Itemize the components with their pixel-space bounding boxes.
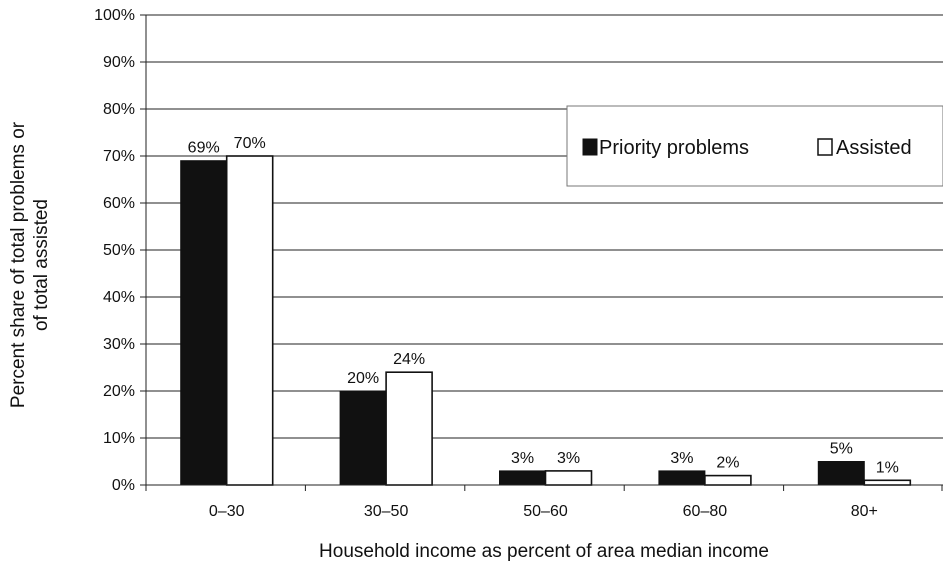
legend-label-priority-problems: Priority problems: [599, 137, 749, 159]
data-label-assisted-1: 24%: [393, 351, 425, 368]
data-label-priority-problems-1: 20%: [347, 370, 379, 387]
y-tick-label-70: 70%: [103, 148, 135, 165]
bar-priority-problems-3: [658, 470, 706, 486]
bar-priority-problems-1: [339, 390, 387, 486]
legend-swatch-priority-problems: [582, 138, 598, 156]
x-tick-label-4: 80+: [851, 503, 878, 520]
bar-priority-problems-2: [499, 470, 546, 486]
x-axis-title: Household income as percent of area medi…: [319, 541, 769, 562]
y-axis-title-line-1: Percent share of total problems or: [8, 121, 29, 408]
data-label-assisted-3: 2%: [716, 455, 739, 472]
bar-priority-problems-4: [817, 461, 865, 486]
y-tick-label-40: 40%: [103, 289, 135, 306]
bar-assisted-4: [863, 479, 912, 486]
y-axis-title-line-2: of total assisted: [31, 199, 52, 331]
x-tick-label-2: 50–60: [523, 503, 568, 520]
data-label-assisted-4: 1%: [876, 459, 899, 476]
y-tick-label-90: 90%: [103, 54, 135, 71]
data-label-priority-problems-2: 3%: [511, 450, 534, 467]
y-tick-label-0: 0%: [112, 477, 135, 494]
y-tick-label-80: 80%: [103, 101, 135, 118]
y-axis-title: Percent share of total problems or of to…: [8, 121, 52, 408]
legend-swatch-assisted: [817, 138, 833, 156]
legend-box: [566, 105, 943, 187]
x-tick-label-1: 30–50: [364, 503, 409, 520]
bar-assisted-1: [385, 371, 433, 486]
y-tick-label-60: 60%: [103, 195, 135, 212]
legend: Priority problems Assisted: [566, 105, 943, 187]
y-tick-label-20: 20%: [103, 383, 135, 400]
y-tick-label-30: 30%: [103, 336, 135, 353]
y-tick-label-50: 50%: [103, 242, 135, 259]
bar-assisted-2: [544, 470, 593, 486]
data-label-priority-problems-0: 69%: [188, 140, 220, 157]
gridlines: [146, 14, 943, 439]
data-labels: 69% 70% 20% 24% 3% 3% 3% 2% 5% 1%: [188, 135, 899, 476]
data-label-assisted-2: 3%: [557, 450, 580, 467]
y-tick-label-10: 10%: [103, 430, 135, 447]
bar-priority-problems-0: [180, 160, 228, 486]
bar-assisted-3: [704, 474, 752, 486]
data-label-assisted-0: 70%: [234, 135, 266, 152]
bars: [180, 155, 912, 486]
data-label-priority-problems-3: 3%: [670, 450, 693, 467]
legend-label-assisted: Assisted: [836, 137, 912, 159]
bar-assisted-0: [225, 155, 274, 486]
x-tick-label-3: 60–80: [683, 503, 728, 520]
data-label-priority-problems-4: 5%: [830, 441, 853, 458]
axes: 0% 10% 20% 30% 40% 50% 60% 70% 80% 90% 100% 0–30 30–…: [94, 7, 943, 520]
y-tick-label-100: 100%: [94, 7, 135, 24]
x-tick-label-0: 0–30: [209, 503, 245, 520]
